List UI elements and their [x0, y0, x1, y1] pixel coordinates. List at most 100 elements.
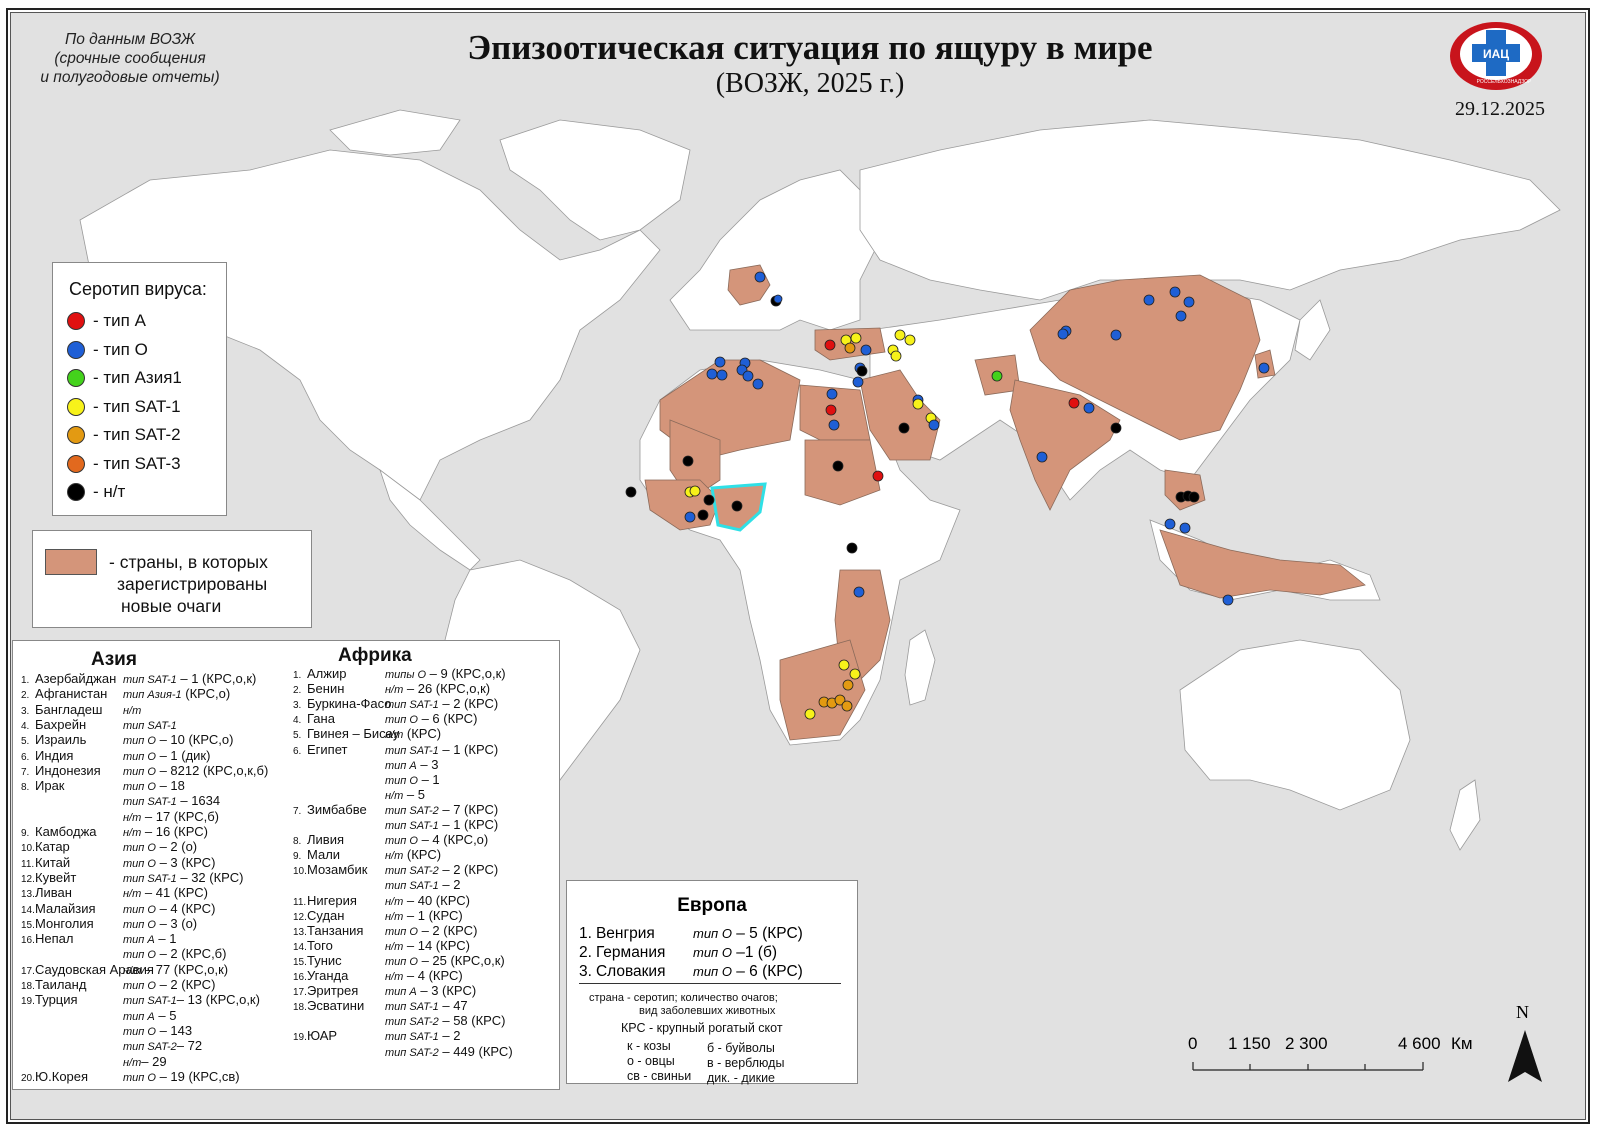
africa-country-row: тип SAT-2 – 449 (КРС)	[293, 1044, 513, 1059]
serotype: тип А	[123, 1010, 155, 1023]
row-number: 4.	[293, 715, 302, 727]
legend-row: - тип SAT-3	[67, 454, 181, 474]
serotype: н/т	[123, 964, 142, 977]
outbreak-detail: тип О – 143	[123, 1023, 192, 1038]
legend-dot-icon	[67, 369, 85, 387]
outbreak-count: – 1 (КРС)	[438, 817, 499, 832]
serotype: тип О	[385, 925, 418, 938]
serotype: н/т	[385, 910, 404, 923]
asia-country-row: 16.Непал тип А – 1	[21, 931, 176, 947]
country-name: Мали	[307, 847, 341, 863]
legend-label: - тип А	[93, 311, 146, 330]
serotype: тип SAT-1	[123, 674, 177, 686]
country-name: Турция	[35, 992, 78, 1008]
africa-country-row: тип SAT-2 – 58 (КРС)	[293, 1013, 505, 1028]
row-number: 3.	[293, 700, 302, 712]
outbreak-detail: н/т – 5	[385, 787, 425, 802]
legend-row: - тип А	[67, 311, 146, 331]
row-number: 2.	[293, 685, 302, 697]
outbreak-marker	[898, 422, 910, 434]
cambodia-thailand-affected	[1164, 469, 1206, 511]
asia-country-row: 17.Саудовская Аравия н/т – 77 (КРС,о,к)	[21, 962, 228, 977]
scale-unit: Км	[1451, 1034, 1473, 1053]
outbreak-count: – 47	[438, 998, 468, 1014]
new-zealand-land	[1449, 779, 1481, 851]
outbreak-count: – 26 (КРС,о,к)	[403, 681, 491, 697]
country-name: Израиль	[35, 732, 87, 748]
row-number: 15.	[21, 919, 35, 931]
outbreak-detail: тип SAT-1	[123, 717, 177, 732]
europe-header: Европа	[677, 895, 747, 916]
outbreak-marker	[1164, 518, 1176, 530]
outbreak-marker	[1188, 491, 1200, 503]
note-line: к - козы	[627, 1039, 671, 1053]
legend-dot-icon	[67, 397, 85, 416]
country-name: Бенин	[307, 681, 345, 697]
serotype: тип SAT-2	[385, 1016, 439, 1029]
outbreak-detail: тип SAT-2 – 2 (КРС)	[385, 862, 498, 877]
outbreak-marker	[754, 271, 766, 283]
serotype: н/т	[385, 895, 404, 908]
outbreak-detail: тип О – 18	[123, 778, 185, 793]
serotype: тип О	[385, 955, 418, 968]
outbreak-detail: н/т – 14 (КРС)	[385, 938, 470, 953]
outbreak-count: – 143	[155, 1022, 193, 1038]
row-number: 14.	[21, 904, 35, 916]
outbreak-count: – 4 (КРС)	[403, 968, 463, 983]
outbreak-count: – 25 (КРС,о,к)	[417, 952, 505, 968]
outbreak-count: – 58 (КРС)	[438, 1013, 506, 1029]
row-number: 8.	[293, 836, 302, 848]
asia-country-row: н/т– 29	[21, 1054, 167, 1069]
africa-country-row: тип А – 3	[293, 757, 438, 772]
row-number: 7.	[293, 805, 302, 817]
outbreak-marker	[1036, 451, 1048, 463]
outbreak-count: – 1 (КРС)	[438, 741, 499, 757]
north-asia-land	[859, 119, 1561, 301]
outbreak-count: – 3 (КРС)	[155, 854, 216, 870]
outbreak-marker	[850, 332, 862, 344]
outbreak-count: – 5 (КРС)	[731, 925, 803, 942]
outbreak-marker	[860, 344, 872, 356]
row-number: 15.	[293, 956, 307, 968]
outbreak-count: – 3	[416, 756, 439, 772]
outbreak-detail: тип SAT-1– 13 (КРС,о,к)	[123, 992, 260, 1007]
outbreak-count: – 6 (КРС)	[417, 711, 478, 727]
outbreak-count: – 3 (КРС)	[416, 983, 477, 999]
outbreak-detail: тип SAT-1 – 32 (КРС)	[123, 870, 243, 885]
outbreak-marker	[832, 460, 844, 472]
outbreak-detail: тип А – 1	[123, 931, 176, 946]
scale-label: 1 150	[1228, 1034, 1271, 1053]
serotype: н/т	[123, 1056, 142, 1069]
country-name: Ирак	[35, 778, 65, 794]
outbreak-marker	[825, 404, 837, 416]
outbreak-marker	[731, 500, 743, 512]
outbreak-marker	[890, 350, 902, 362]
africa-country-row: 7. Зимбабве тип SAT-2 – 7 (КРС)	[293, 802, 498, 817]
outbreak-detail: тип О – 6 (КРС)	[385, 711, 477, 726]
africa-country-row: 12.Судан н/т – 1 (КРС)	[293, 908, 463, 923]
country-name: Гана	[307, 711, 335, 727]
outbreak-detail: н/т – 77 (КРС,о,к)	[123, 962, 228, 977]
serotype: тип О	[123, 765, 156, 778]
country-name: Нигерия	[307, 892, 357, 908]
outbreak-count: – 8212 (КРС,о,к,б)	[155, 762, 269, 778]
country-name: Ливан	[35, 885, 72, 901]
serotype: тип О	[385, 714, 418, 727]
serotype: н/т	[123, 811, 142, 824]
country-name: Непал	[35, 931, 74, 947]
country-name: Эритрея	[307, 983, 359, 999]
note-line: КРС - крупный рогатый скот	[621, 1021, 783, 1035]
country-name: Азербайджан	[35, 671, 117, 686]
legend-dot-icon	[67, 340, 85, 359]
row-number: 6.	[21, 751, 30, 763]
row-number: 1.	[21, 675, 30, 686]
country-name: Кувейт	[35, 869, 77, 885]
malaysia-indonesia-affected	[1159, 529, 1366, 599]
serotype: н/т	[123, 704, 142, 717]
scale-label: 0	[1188, 1034, 1198, 1053]
country-name: Тунис	[307, 952, 342, 968]
serotype: н/т	[385, 789, 404, 802]
outbreak-count: – 449 (КРС)	[438, 1043, 513, 1059]
outbreak-marker	[716, 369, 728, 381]
outbreak-detail: н/т – 40 (КРС)	[385, 893, 470, 908]
